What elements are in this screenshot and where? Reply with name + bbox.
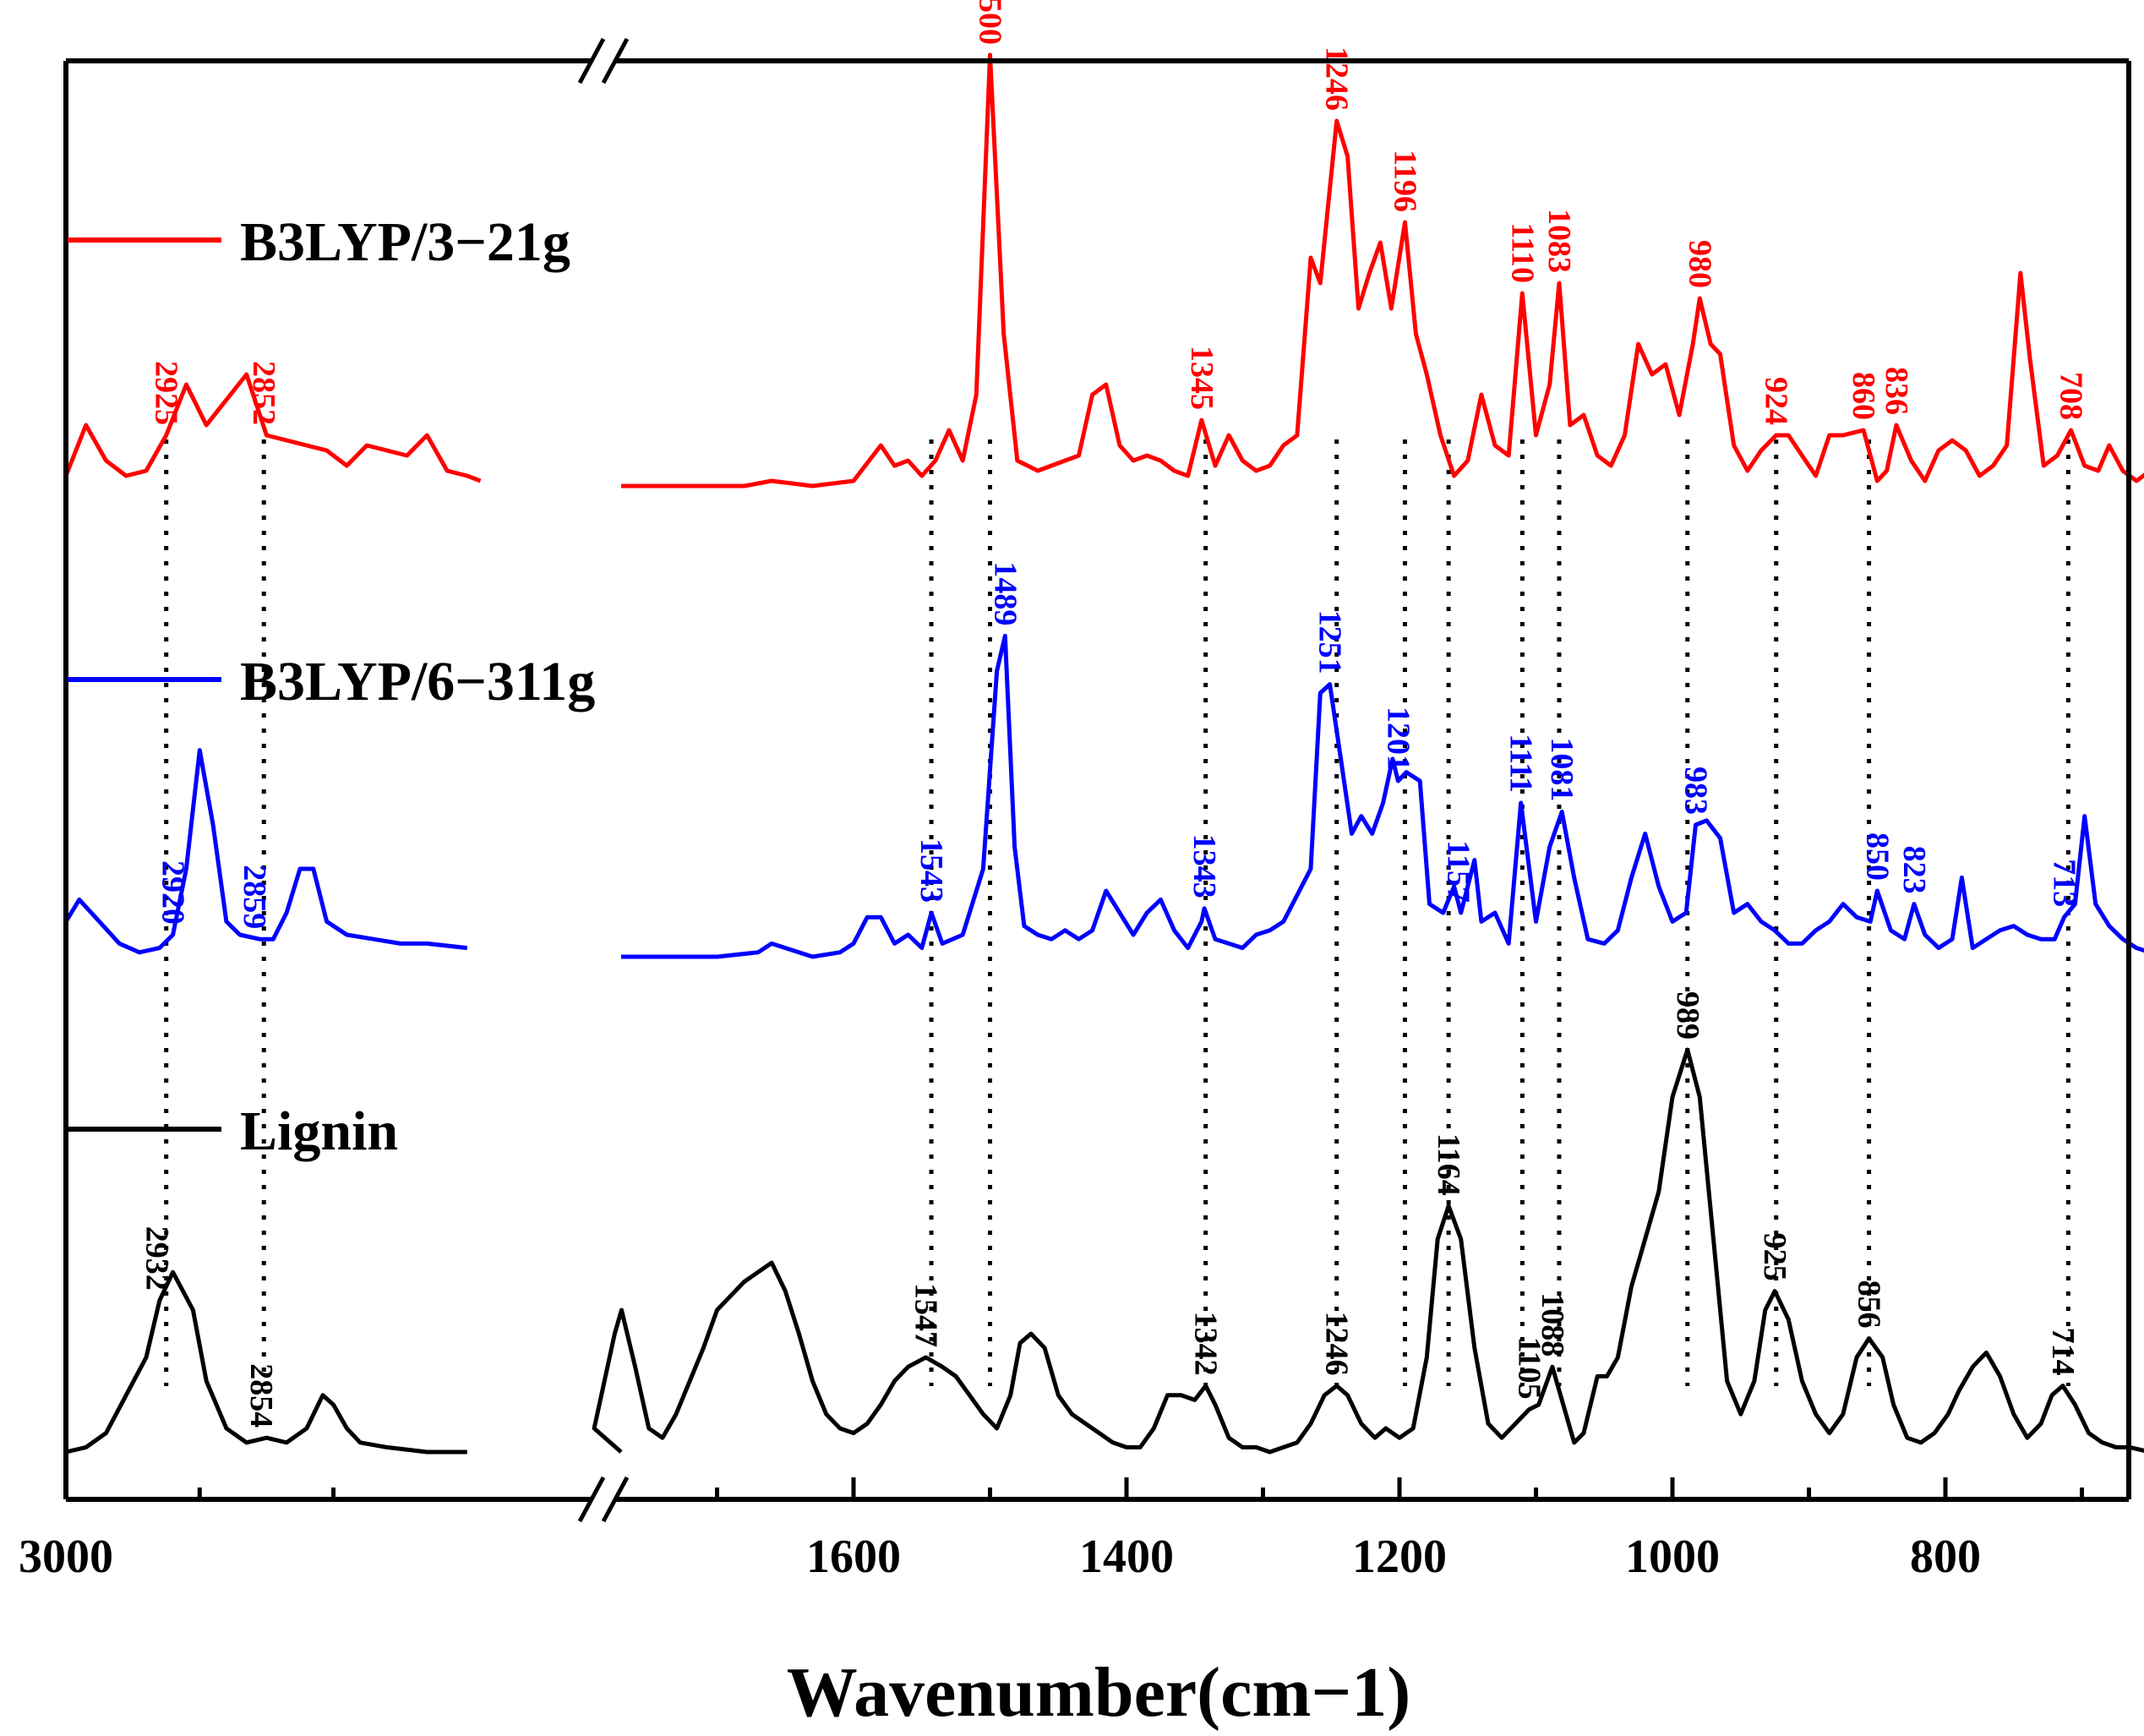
series-line-0-segment-0 (63, 372, 482, 483)
series-line-1-segment-0 (63, 748, 468, 955)
peak-label: 1500 (973, 0, 1008, 45)
peak-label: 1246 (1319, 1312, 1355, 1376)
peak-label: 1246 (1319, 46, 1355, 111)
peak-label: 1489 (987, 561, 1023, 625)
peak-label: 2859 (237, 865, 272, 929)
peak-label: 925 (1757, 1233, 1792, 1281)
axis-break-mark (577, 1476, 606, 1523)
series-line-2-segment-1 (592, 1047, 2144, 1455)
series-line-1-segment-1 (621, 633, 2144, 959)
peak-label: 2854 (243, 1363, 279, 1428)
peak-label: 1251 (1312, 610, 1348, 674)
peak-label: 1343 (1187, 834, 1222, 898)
peak-label: 1157 (1440, 840, 1476, 903)
axis-break-mark (601, 1476, 630, 1523)
peak-label: 708 (2054, 372, 2089, 420)
x-tick-label: 1200 (1352, 1531, 1447, 1583)
peak-label: 1547 (908, 1283, 944, 1347)
peak-label: 1342 (1188, 1312, 1224, 1376)
peak-label: 2920 (155, 860, 191, 925)
peak-label: 1081 (1544, 737, 1579, 801)
axis-break-mark (601, 37, 630, 85)
x-tick-label: 3000 (19, 1531, 113, 1583)
x-tick-label: 800 (1910, 1531, 1981, 1583)
peak-label: 1110 (1504, 222, 1540, 283)
legend-label: B3LYP/6−311g (240, 651, 595, 712)
series-line-2-segment-0 (65, 1269, 467, 1455)
peak-label: 714 (2045, 1328, 2081, 1376)
x-tick-label: 1000 (1625, 1531, 1720, 1583)
x-tick-label: 1600 (806, 1531, 901, 1583)
peak-label: 1201 (1380, 707, 1416, 771)
peak-label: 1345 (1184, 346, 1219, 410)
peak-label: 983 (1678, 767, 1714, 815)
peak-label: 1111 (1503, 734, 1539, 793)
peak-label: 989 (1670, 991, 1705, 1040)
peak-label: 1196 (1388, 150, 1423, 212)
peak-label: 1164 (1431, 1133, 1466, 1196)
peak-label: 924 (1759, 377, 1794, 425)
peak-label: 713 (2047, 859, 2082, 907)
series-line-0-segment-1 (621, 52, 2144, 489)
axis-break-mark (577, 37, 606, 85)
x-axis-title: Wavenumber(cm−1) (787, 1653, 1410, 1732)
peak-labels: 2925 2852 1500 1345 1246 1196 1110 1083 980 924 86… (139, 0, 2089, 1428)
peak-label: 836 (1879, 367, 1914, 415)
peak-label: 1088 (1535, 1292, 1570, 1357)
legend-label: B3LYP/3−21g (240, 211, 570, 273)
peak-label: 850 (1859, 833, 1895, 881)
peak-label: 860 (1846, 372, 1881, 420)
legend-label: Lignin (240, 1100, 398, 1162)
peak-label: 1105 (1511, 1337, 1547, 1400)
x-tick-label: 1400 (1079, 1531, 1174, 1583)
peak-label: 856 (1852, 1280, 1887, 1329)
peak-label: 2852 (246, 361, 281, 425)
peak-label: 2925 (149, 361, 184, 425)
peak-label: 980 (1682, 240, 1717, 288)
peak-label: 1543 (914, 838, 949, 903)
peak-label: 1083 (1541, 209, 1577, 273)
peak-label: 2932 (139, 1226, 175, 1291)
spectrum-curves (63, 52, 2144, 1455)
x-axis-ticks: 3000 1600 1400 1200 1000 800 (19, 1477, 2084, 1583)
plot-frame (63, 37, 2131, 1523)
legend: B3LYP/3−21g B3LYP/6−311g Lignin (68, 211, 595, 1162)
peak-label: 823 (1896, 846, 1932, 894)
